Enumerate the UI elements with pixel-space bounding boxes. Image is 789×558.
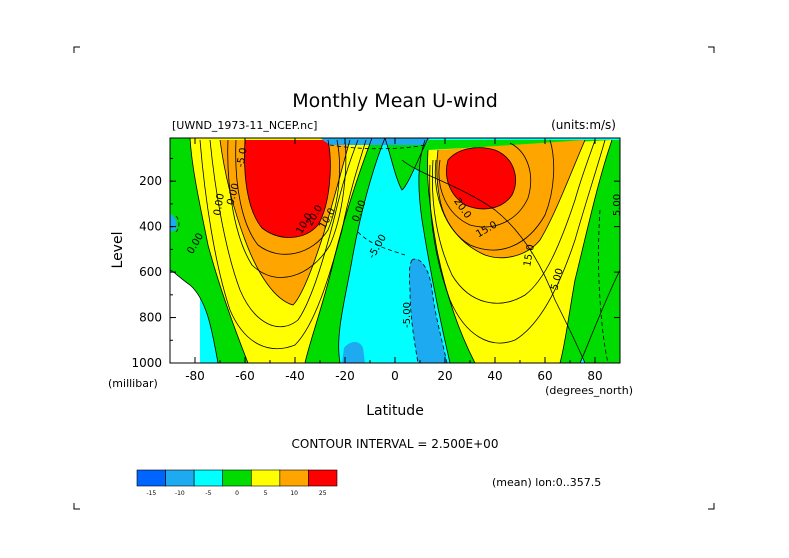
contour-label: 5.00 (612, 194, 623, 216)
units-label: (units:m/s) (551, 118, 616, 132)
colorbar-label: 0 (235, 490, 239, 497)
fill-blue-sfc (342, 342, 365, 363)
chart-title: Monthly Mean U-wind (292, 90, 498, 112)
colorbar-swatch (193, 469, 224, 487)
y-tick-label: 800 (139, 311, 162, 325)
x-tick-label: -20 (335, 369, 355, 383)
negative-contours (175, 144, 609, 363)
dataset-label: [UWND_1973-11_NCEP.nc] (172, 119, 317, 132)
colorbar-swatch (308, 469, 338, 487)
x-axis: -80 -60 -40 -20 0 20 40 60 80 (169, 138, 621, 383)
colorbar-swatch (222, 469, 252, 487)
x-tick-label: 80 (587, 369, 602, 383)
y-tick-label: 1000 (131, 356, 162, 370)
colorbar-label: -10 (175, 490, 185, 497)
colorbar-swatch (136, 469, 166, 487)
x-axis-units: (degrees_north) (545, 384, 633, 397)
colorbar-label: -15 (146, 490, 156, 497)
colorbar-swatch (165, 469, 195, 487)
y-axis: 200 400 600 800 1000 (131, 157, 620, 370)
contour-label: 0.00 (212, 193, 227, 217)
corner-marks (73, 46, 715, 510)
fill-red-sh (244, 140, 331, 238)
x-tick-label: -40 (285, 369, 305, 383)
y-tick-label: 200 (139, 174, 162, 188)
y-tick-label: 600 (139, 265, 162, 279)
x-tick-label: -80 (185, 369, 205, 383)
contour-label: -5.00 (402, 302, 413, 328)
contour-field (170, 138, 620, 363)
fill-red-nh (446, 147, 516, 209)
colorbar-label: 10 (290, 490, 298, 497)
x-tick-label: 60 (537, 369, 552, 383)
colorbar-label: 5 (264, 490, 268, 497)
contour-lines (170, 138, 620, 363)
colorbar-swatch (279, 469, 309, 487)
x-tick-label: 20 (437, 369, 452, 383)
colorbar-swatch (250, 469, 281, 487)
y-tick-label: 400 (139, 220, 162, 234)
fill-blue-top (320, 138, 430, 145)
colorbar: -15 -10 -5 0 5 10 25 (136, 469, 338, 497)
colorbar-label: 25 (319, 490, 327, 497)
y-axis-title: Level (110, 232, 126, 269)
x-axis-title: Latitude (366, 403, 424, 419)
x-tick-label: 40 (487, 369, 502, 383)
fill-blue-left (170, 214, 177, 232)
contour-label: -5.0 (235, 147, 249, 168)
contour-interval-text: CONTOUR INTERVAL = 2.500E+00 (292, 437, 499, 451)
contour-label: 15.0 (522, 244, 537, 268)
y-axis-units: (millibar) (108, 377, 158, 390)
fill-blue-eq (409, 259, 447, 363)
colorbar-label: -5 (205, 490, 211, 497)
fill-green-eq (385, 138, 428, 190)
mean-lon-note: (mean) lon:0..357.5 (492, 476, 601, 489)
x-tick-label: -60 (235, 369, 255, 383)
x-tick-label: 0 (391, 369, 399, 383)
